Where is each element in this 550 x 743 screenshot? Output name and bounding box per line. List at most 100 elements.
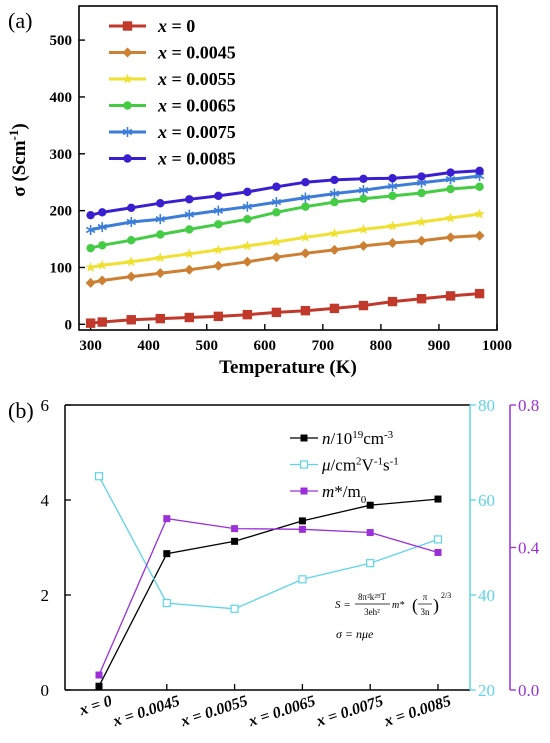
data-point xyxy=(214,191,223,201)
legend-label: x = 0.0085 xyxy=(157,149,236,169)
data-point xyxy=(388,174,397,183)
data-point xyxy=(242,240,253,251)
data-point xyxy=(155,252,166,263)
chart-panel-a: (a) 300 400 500 600 700 800 900 1000 0 100 200 300 40… xyxy=(6,5,512,378)
data-point xyxy=(474,230,485,241)
series-1 xyxy=(85,230,485,288)
data-point xyxy=(271,197,282,208)
data-point xyxy=(358,185,369,196)
data-point xyxy=(474,288,485,299)
data-point xyxy=(185,225,194,234)
data-point xyxy=(271,236,282,247)
legend-item: μ/cm2V-1s-1 xyxy=(290,456,399,475)
data-point xyxy=(446,168,455,177)
data-point xyxy=(298,517,306,525)
data-point xyxy=(272,208,281,217)
y-tick-label: 0 xyxy=(65,317,73,333)
data-point xyxy=(298,575,307,584)
y-tick-label: 100 xyxy=(50,260,73,276)
data-point xyxy=(213,205,224,216)
data-point xyxy=(298,525,306,533)
data-point xyxy=(213,244,224,255)
data-point xyxy=(416,216,427,227)
data-point xyxy=(85,224,96,235)
y-tick-label: 2 xyxy=(41,586,50,605)
y2-tick-label: 40 xyxy=(478,586,495,605)
data-point xyxy=(242,256,253,267)
x-tick-label: x = 0.0065 xyxy=(246,693,318,731)
data-point xyxy=(366,501,374,509)
data-point xyxy=(300,248,311,259)
data-point xyxy=(434,495,442,503)
data-point xyxy=(359,194,368,203)
formula-annotation: S = 8π²k²ᴮT 3eh² m* (π 3n) 2/3 σ = nμe xyxy=(335,591,451,641)
data-point xyxy=(434,548,442,556)
y2-tick-label: 20 xyxy=(478,681,495,700)
data-point xyxy=(127,235,136,245)
data-point xyxy=(330,197,339,207)
data-point xyxy=(387,220,398,231)
data-point xyxy=(358,300,369,311)
data-point xyxy=(97,222,107,233)
legend-marker xyxy=(122,21,133,31)
x-tick-label: 600 xyxy=(254,338,277,354)
x-axis-label: Temperature (K) xyxy=(219,357,357,378)
data-point xyxy=(329,188,340,199)
data-point xyxy=(126,217,136,227)
legend: n/1019cm-3 μ/cm2V-1s-1 m*/m0 xyxy=(290,429,399,506)
formula-numerator: 8π²k²ᴮT xyxy=(358,592,386,602)
data-point xyxy=(358,240,369,251)
legend-marker xyxy=(300,487,308,495)
series-2 xyxy=(85,208,485,272)
data-point xyxy=(163,550,171,558)
y2-tick-label: 60 xyxy=(478,491,495,510)
x-tick-label: x = 0.0075 xyxy=(313,693,385,731)
data-point xyxy=(96,259,108,270)
legend-label: x = 0.0055 xyxy=(157,69,236,89)
y3-tick-label: 0.8 xyxy=(518,396,539,415)
data-point xyxy=(271,252,282,263)
data-point xyxy=(475,166,484,176)
formula-paren-open: ( xyxy=(412,595,418,616)
formula-lhs: S = xyxy=(335,599,351,611)
data-point xyxy=(230,604,239,613)
legend: x = 0 x = 0.0045 x = 0.0055 x = 0.0065 x = 0… xyxy=(109,16,236,169)
data-point xyxy=(387,296,398,307)
data-point xyxy=(184,264,195,275)
data-point xyxy=(86,243,95,253)
x-tick-label: x = 0.0085 xyxy=(381,693,453,731)
data-point xyxy=(98,208,107,217)
data-point xyxy=(271,307,282,318)
data-point xyxy=(185,195,194,204)
data-point xyxy=(445,212,456,223)
data-point xyxy=(213,260,224,271)
formula-frac-den: 3n xyxy=(421,607,431,617)
legend-marker xyxy=(122,73,133,84)
legend-item: m*/m0 xyxy=(290,482,367,506)
data-point xyxy=(329,244,340,255)
data-point xyxy=(242,201,253,212)
legend-marker xyxy=(122,127,133,137)
x-tick-label: 400 xyxy=(137,338,160,354)
formula-frac-num: π xyxy=(423,592,428,602)
x-tick-label: x = 0.0045 xyxy=(110,693,182,731)
data-point xyxy=(184,209,195,220)
legend-item: x = 0.0085 xyxy=(109,149,236,169)
y-tick-label: 4 xyxy=(41,491,50,510)
data-point xyxy=(300,231,311,242)
legend-item: n/1019cm-3 xyxy=(290,429,394,448)
legend-label: μ/cm2V-1s-1 xyxy=(321,456,399,475)
data-point xyxy=(126,271,137,282)
data-point xyxy=(330,175,339,185)
data-point xyxy=(445,291,456,301)
y-tick-label: 400 xyxy=(50,90,73,106)
data-point xyxy=(98,241,107,250)
data-point xyxy=(184,248,195,259)
x-tick-label: 500 xyxy=(195,338,218,354)
data-point xyxy=(366,559,375,568)
series-line xyxy=(98,517,439,676)
data-point xyxy=(156,199,165,208)
data-point xyxy=(155,214,166,225)
